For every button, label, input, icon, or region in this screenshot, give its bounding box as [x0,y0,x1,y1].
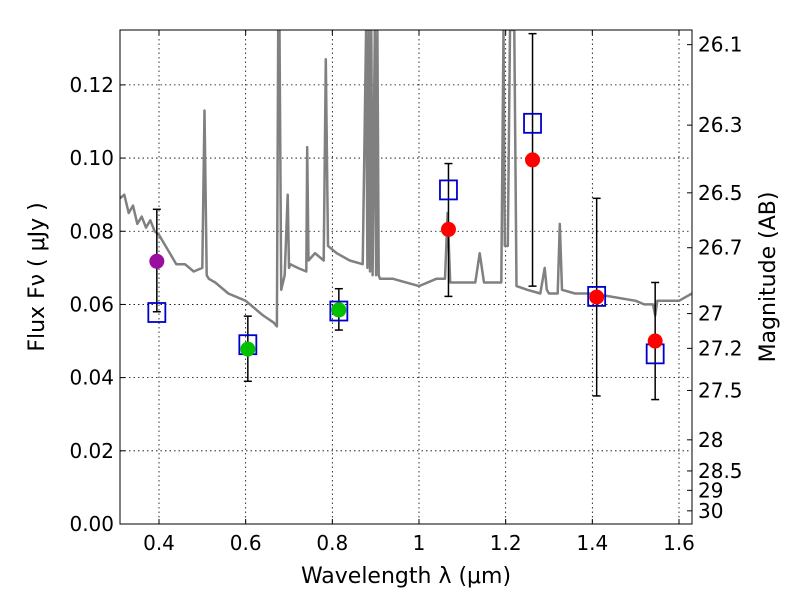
model-square [329,300,349,322]
x-tick-label: 1.2 [490,531,522,555]
right-tick-label: 27 [698,302,723,326]
x-axis-label: Wavelength λ (μm) [301,564,511,589]
observed-point [589,289,605,305]
grid [120,30,692,524]
x-tick-label: 0.4 [143,531,175,555]
model-square [147,302,167,323]
x-tick-label: 1 [413,531,426,555]
observed-point [149,253,165,269]
right-tick-label: 28.5 [698,459,743,483]
right-tick-label: 26.3 [698,113,743,137]
model-spectrum-line [120,30,692,328]
plot-frame [119,29,693,525]
model-spectrum [120,30,692,328]
model-square [587,285,607,307]
right-tick-label: 26.1 [698,33,743,57]
y-tick-label: 0.08 [69,219,114,243]
observed-point [525,152,541,168]
observed-point [647,333,663,349]
right-tick-label: 26.5 [698,181,743,205]
x-tick-label: 1.4 [576,531,608,555]
observed-point [331,302,347,318]
x-tick-label: 1.6 [663,531,695,555]
x-tick-label: 0.6 [230,531,262,555]
y-tick-label: 0.10 [69,146,114,170]
x-tick-label: 0.8 [316,531,348,555]
right-tick-label: 26.7 [698,236,743,260]
y-tick-label: 0.02 [69,439,114,463]
model-square [523,112,542,134]
model-square [439,179,458,201]
y-tick-label: 0.00 [69,512,114,536]
y-axis-label: Flux Fν ( μJy ) [25,202,50,351]
right-tick-label: 27.5 [698,378,743,402]
observed-point [440,221,456,237]
observed-point [240,341,256,357]
right-tick-label: 30 [698,499,723,523]
data-points [147,32,665,401]
y-tick-label: 0.06 [69,292,114,316]
y-tick-label: 0.04 [69,366,114,390]
y-tick-label: 0.12 [69,73,114,97]
right-tick-label: 27.2 [698,336,743,360]
right-axis-label: Magnitude (AB) [756,192,781,363]
axis-ticks: 0.4 0.6 0.8 1 1.2 1.4 1.6 0.00 0.02 0.04 0.06 0.08 0… [69,30,743,555]
right-tick-label: 28 [698,428,723,452]
right-tick-label: 29 [698,478,723,502]
